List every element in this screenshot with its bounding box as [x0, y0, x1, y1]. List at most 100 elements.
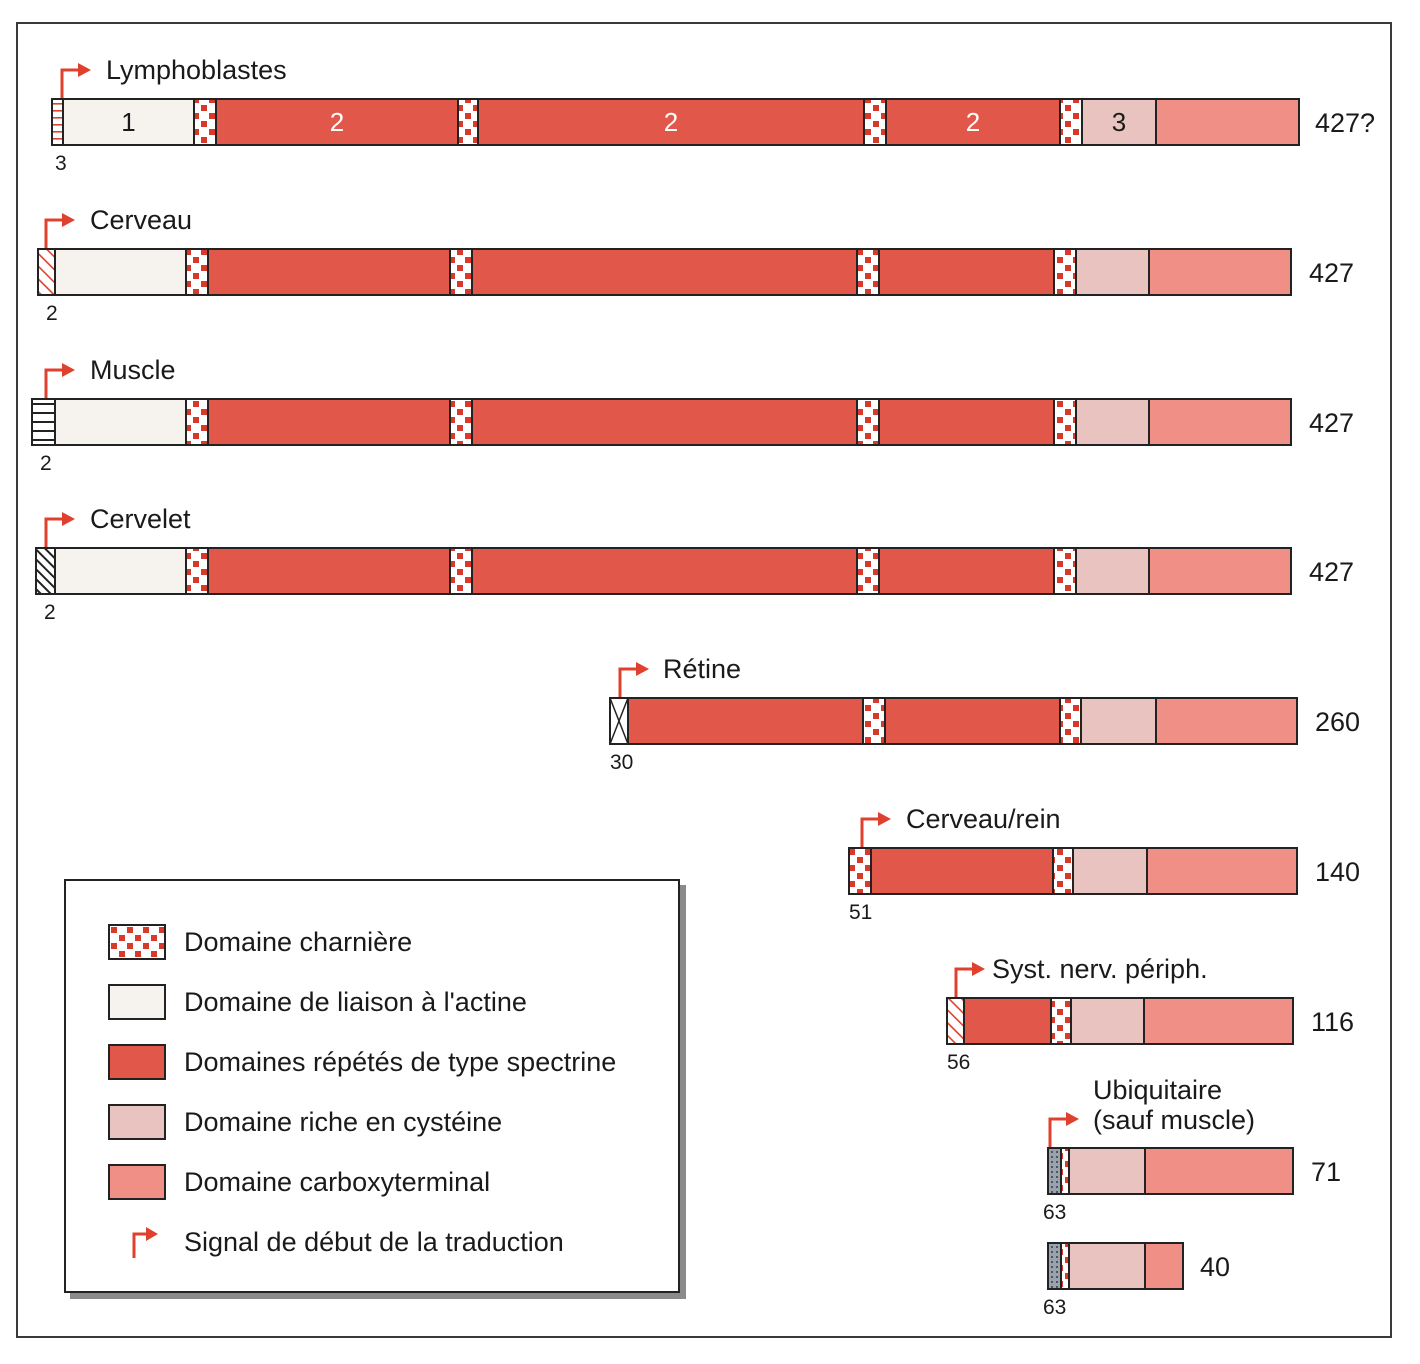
start-exon-number: 56 — [947, 1051, 970, 1074]
hinge-domain — [1053, 248, 1077, 296]
spectrin-domain — [207, 248, 451, 296]
cysteine-domain — [1075, 547, 1150, 595]
spectrin-domain — [878, 547, 1055, 595]
legend-item-arrow: Signal de début de la traduction — [108, 1222, 564, 1262]
hinge-domain — [1053, 547, 1077, 595]
spectrin-domain — [477, 98, 865, 146]
hinge-domain — [863, 98, 887, 146]
translation-start-arrow — [44, 213, 75, 248]
isoform-name: Cervelet — [90, 504, 191, 534]
cysteine-domain — [1068, 1242, 1146, 1290]
cysteine-domain — [1072, 847, 1148, 895]
first-exon-box — [1047, 1242, 1062, 1290]
start-exon-number: 2 — [46, 302, 58, 325]
hinge-domain — [185, 547, 209, 595]
carboxy-domain — [1144, 1147, 1294, 1195]
isoform-size-kda: 40 — [1200, 1252, 1230, 1282]
isoform-name: Lymphoblastes — [106, 55, 287, 85]
first-exon-box — [35, 547, 56, 595]
isoform-row: Rétine 260 30 — [609, 654, 1360, 774]
legend-item-cysteine: Domaine riche en cystéine — [108, 1102, 502, 1142]
cysteine-domain — [1068, 1147, 1146, 1195]
cysteine-domain — [1080, 697, 1157, 745]
isoform-name: Muscle — [90, 355, 176, 385]
carboxy-swatch — [108, 1164, 166, 1200]
cysteine-swatch — [108, 1104, 166, 1140]
start-exon-number: 63 — [1043, 1296, 1066, 1319]
legend-label: Domaines répétés de type spectrine — [184, 1046, 617, 1077]
hinge-domain — [185, 398, 209, 446]
legend-item-hinge: Domaine charnière — [108, 922, 412, 962]
carboxy-domain — [1144, 1242, 1184, 1290]
actin-domain — [54, 398, 187, 446]
actin-domain — [62, 98, 195, 146]
hinge-domain — [856, 547, 880, 595]
hinge-domain — [185, 248, 209, 296]
legend-label: Domaine riche en cystéine — [184, 1106, 503, 1137]
domain-number: 2 — [966, 107, 980, 137]
spectrin-domain — [207, 547, 451, 595]
isoform-row: Ubiquitaire(sauf muscle) 71 63 — [1043, 1075, 1341, 1224]
isoform-size-kda: 427 — [1309, 258, 1354, 288]
translation-start-arrow — [860, 812, 891, 847]
first-exon-box — [946, 997, 965, 1045]
isoform-size-kda: 71 — [1311, 1157, 1341, 1187]
spectrin-domain — [471, 547, 858, 595]
hinge-domain — [193, 98, 217, 146]
legend-item-carboxy: Domaine carboxyterminal — [108, 1162, 490, 1202]
hinge-domain — [457, 98, 479, 146]
isoform-size-kda: 427 — [1309, 408, 1354, 438]
isoform-name: Cerveau/rein — [906, 804, 1061, 834]
spectrin-domain — [471, 398, 858, 446]
legend-label: Domaine charnière — [184, 926, 413, 957]
domain-number: 2 — [664, 107, 678, 137]
hinge-domain — [449, 248, 473, 296]
hinge-domain — [1060, 1147, 1070, 1195]
hinge-domain — [1053, 398, 1077, 446]
hinge-domain — [856, 398, 880, 446]
spectrin-swatch — [108, 1044, 166, 1080]
spectrin-domain — [963, 997, 1052, 1045]
first-exon-box — [848, 847, 872, 895]
actin-domain — [54, 547, 187, 595]
legend-item-spectrin: Domaines répétés de type spectrine — [108, 1042, 616, 1082]
spectrin-domain — [870, 847, 1054, 895]
hinge-domain — [1059, 697, 1082, 745]
carboxy-domain — [1148, 547, 1292, 595]
hinge-domain — [449, 398, 473, 446]
hinge-domain — [862, 697, 886, 745]
spectrin-domain — [878, 398, 1055, 446]
hinge-domain — [1050, 997, 1072, 1045]
translation-start-arrow — [1048, 1112, 1079, 1147]
spectrin-domain — [207, 398, 451, 446]
isoform-size-kda: 427 — [1309, 557, 1354, 587]
hinge-domain — [1059, 98, 1083, 146]
translation-start-arrow — [44, 363, 75, 398]
isoform-name: Cerveau — [90, 205, 192, 235]
isoform-row: Syst. nerv. périph. 116 56 — [946, 954, 1354, 1074]
cysteine-domain — [1081, 98, 1157, 146]
translation-start-arrow — [954, 962, 985, 997]
isoform-row: Cervelet 427 2 — [35, 504, 1354, 624]
actin-domain — [54, 248, 187, 296]
legend-item-actin: Domaine de liaison à l'actine — [108, 982, 527, 1022]
isoform-size-kda: 427? — [1315, 108, 1375, 138]
cysteine-domain — [1070, 997, 1145, 1045]
translation-start-arrow — [618, 662, 649, 697]
spectrin-domain — [215, 98, 459, 146]
legend-label: Domaine de liaison à l'actine — [184, 986, 527, 1017]
spectrin-domain — [878, 248, 1055, 296]
isoform-name-line: (sauf muscle) — [1093, 1105, 1255, 1135]
spectrin-domain — [471, 248, 858, 296]
isoform-row: Cerveau/rein 140 51 — [848, 804, 1360, 924]
domain-number: 3 — [1112, 107, 1126, 137]
isoform-row: 40 63 — [1043, 1242, 1230, 1319]
carboxy-domain — [1148, 398, 1292, 446]
first-exon-box — [37, 248, 56, 296]
hinge-swatch — [108, 924, 166, 960]
carboxy-domain — [1155, 98, 1300, 146]
hinge-domain — [1060, 1242, 1070, 1290]
hinge-domain — [1052, 847, 1074, 895]
hinge-domain — [449, 547, 473, 595]
